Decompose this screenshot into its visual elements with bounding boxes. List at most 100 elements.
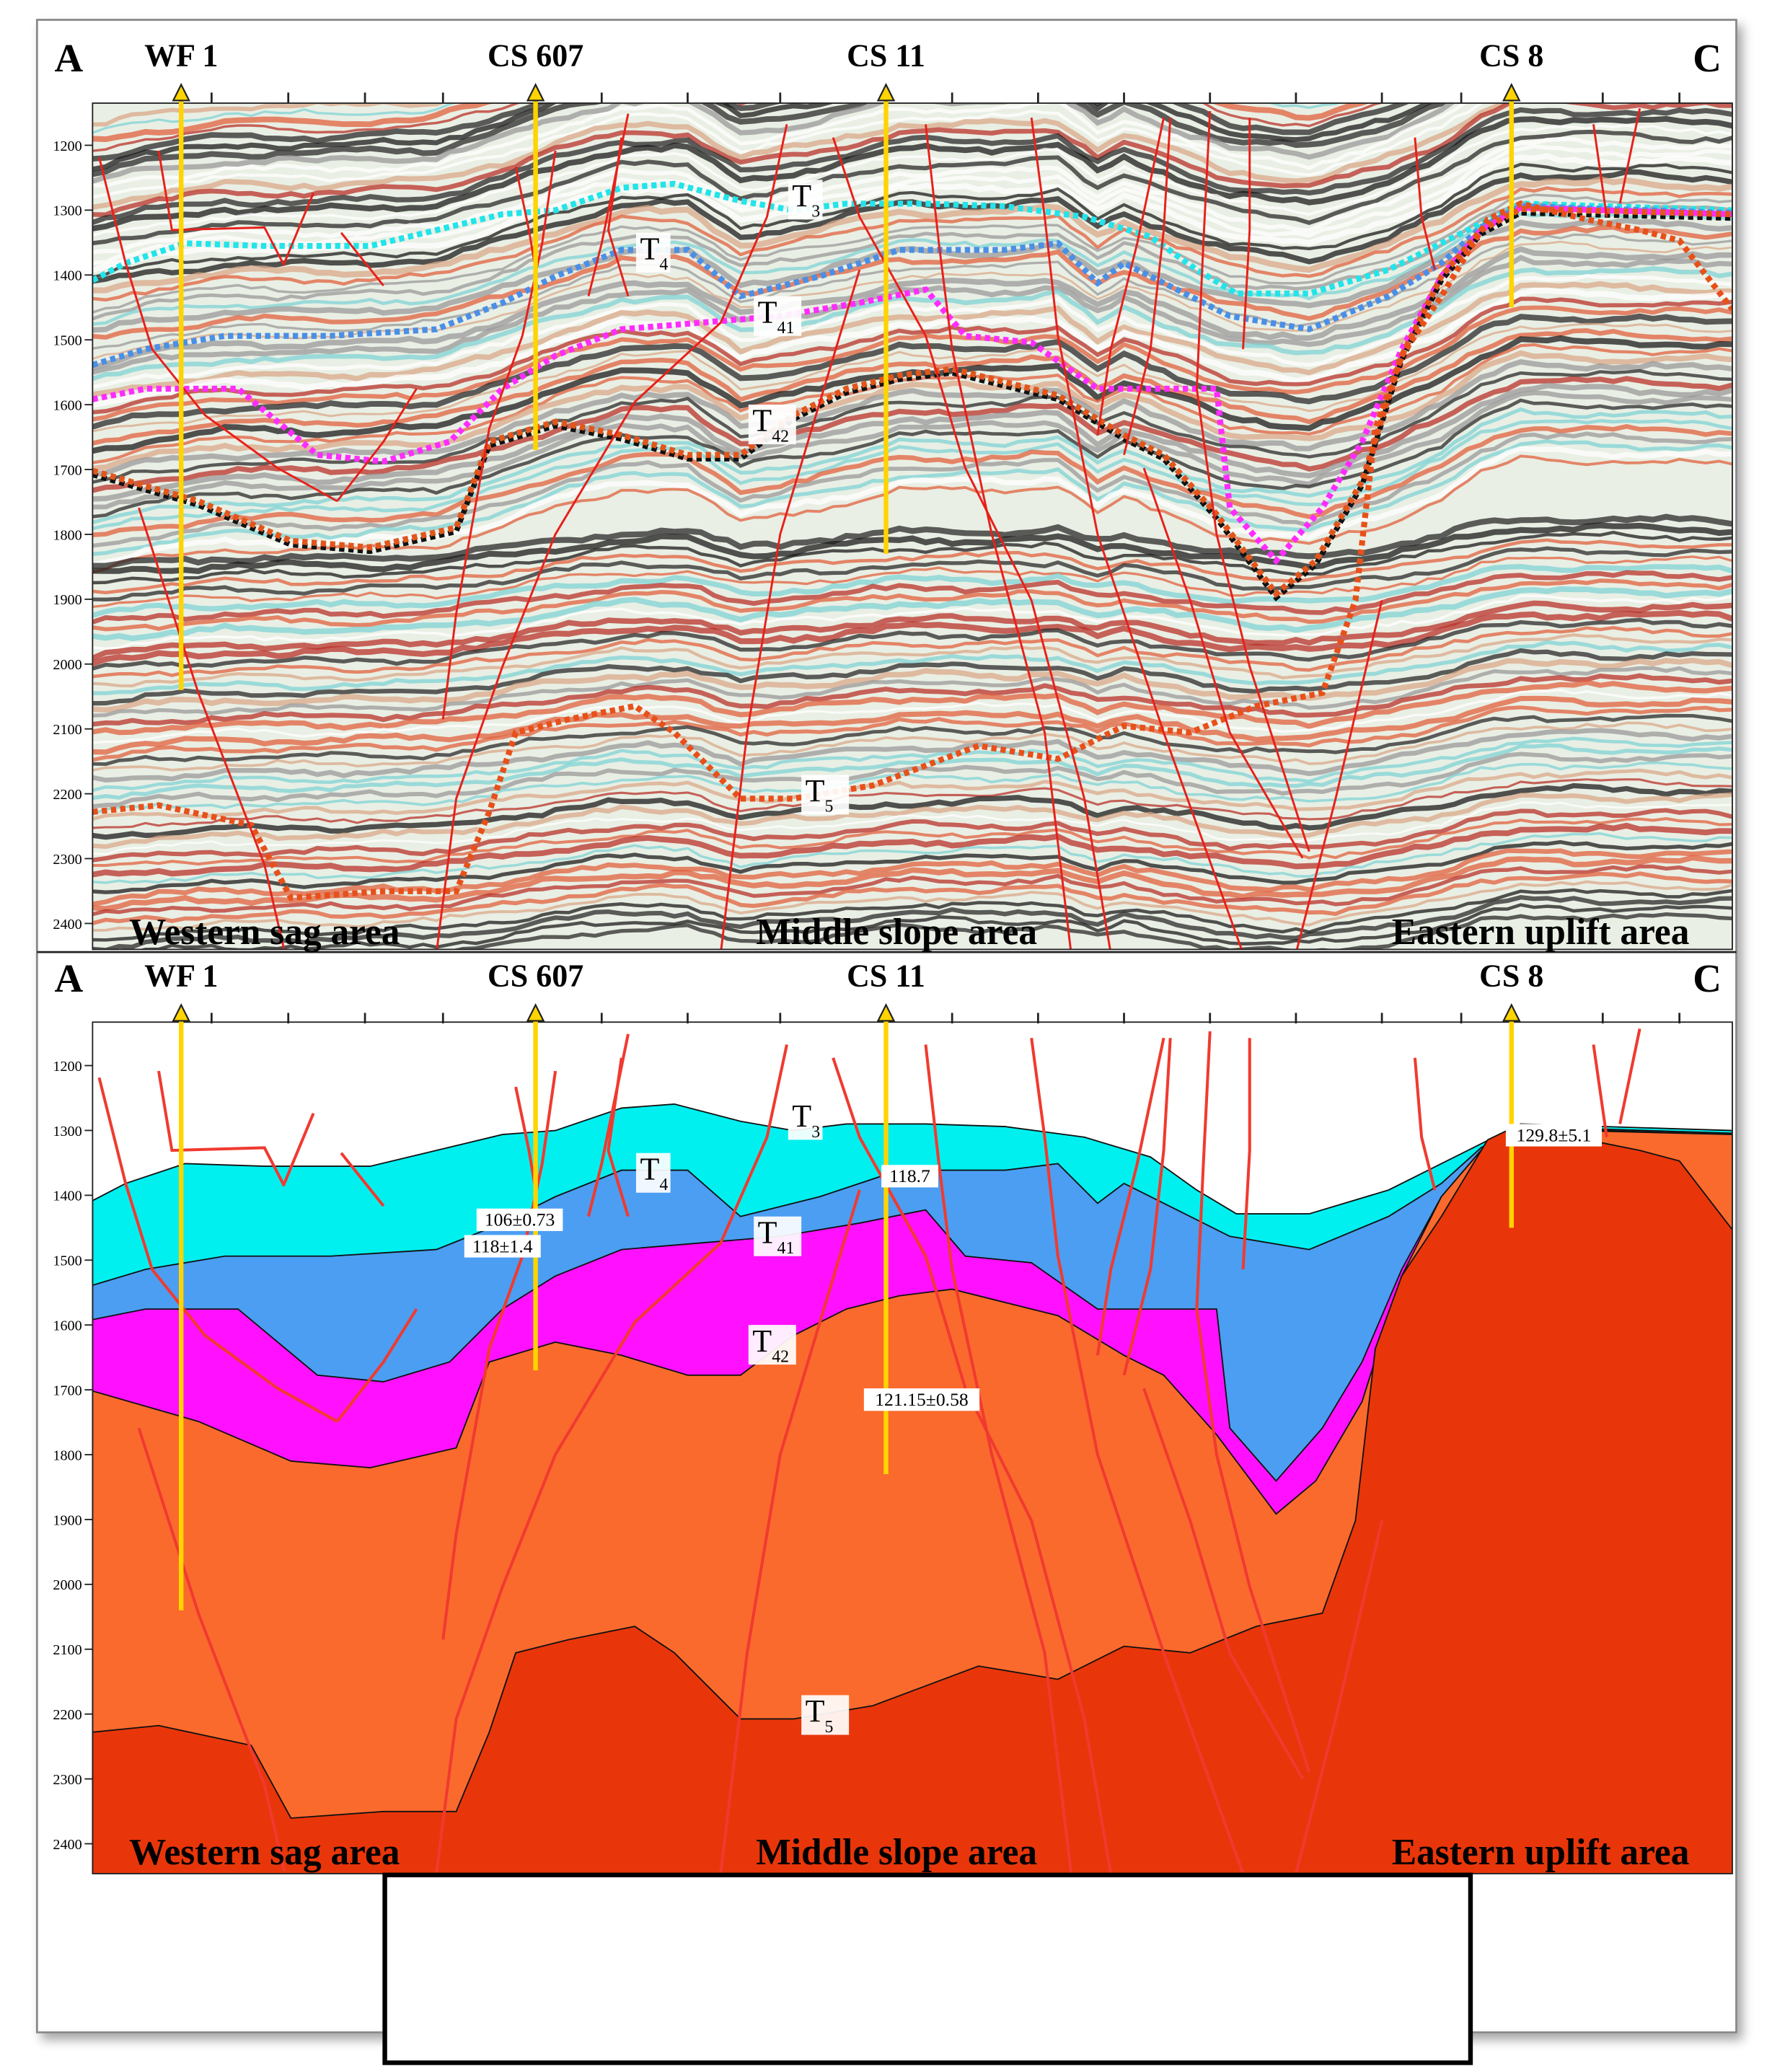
seismic-reflector xyxy=(92,546,1732,601)
seismic-reflector xyxy=(92,162,1732,279)
seismic-reflector xyxy=(92,266,1732,382)
age-label-box xyxy=(476,1208,563,1231)
fault xyxy=(1123,118,1172,456)
horizon-label-box xyxy=(754,296,802,336)
horizon-main: T xyxy=(640,231,659,266)
seismic-reflector xyxy=(92,666,1732,718)
depth-tick-label: 1800 xyxy=(53,527,81,543)
age-label: 118±1.4 xyxy=(472,1235,533,1256)
seismic-reflector xyxy=(92,240,1732,360)
horizon-shadow xyxy=(92,210,1732,602)
fault xyxy=(1030,1037,1245,1874)
seismic-reflector xyxy=(92,103,1434,172)
horizon-main: T xyxy=(792,178,811,213)
well-marker xyxy=(876,82,896,102)
seismic-panel xyxy=(92,103,1732,950)
seismic-reflector xyxy=(92,438,1732,556)
fault xyxy=(720,269,861,950)
seismic-reflector xyxy=(92,570,1732,625)
seismic-reflector xyxy=(92,103,446,127)
fault xyxy=(1618,1028,1641,1124)
fault xyxy=(97,1077,338,1423)
seismic-reflector xyxy=(92,695,1732,755)
depth-tick-label: 1200 xyxy=(53,1059,81,1075)
seismic-reflector xyxy=(92,313,1732,430)
horizon-label: T5 xyxy=(806,773,834,816)
seismic-reflector xyxy=(92,864,1732,917)
horizon-sub: 4 xyxy=(659,255,668,274)
seismic-reflector xyxy=(92,768,1732,821)
seismic-reflector xyxy=(92,817,1732,868)
age-label-box xyxy=(863,1388,980,1411)
horizon-label: T42 xyxy=(752,403,789,446)
depth-tick-label: 1500 xyxy=(53,1253,81,1269)
age-label: 121.15±0.58 xyxy=(875,1389,969,1410)
seismic-reflector xyxy=(92,778,1732,829)
depth-tick-label: 2100 xyxy=(53,722,81,738)
fault xyxy=(925,124,1072,950)
seismic-reflector xyxy=(451,912,1732,950)
area-label: Middle slope area xyxy=(756,912,1037,953)
depth-tick-label: 1600 xyxy=(53,1318,81,1334)
horizon-label-box xyxy=(748,1325,796,1365)
area-label: Western sag area xyxy=(129,912,400,953)
depth-tick-label: 2400 xyxy=(53,1837,81,1853)
horizon-sub: 3 xyxy=(811,1123,820,1142)
horizon-label-box xyxy=(635,1152,671,1193)
seismic-reflector xyxy=(92,281,1732,397)
seismic-reflector xyxy=(92,871,1732,925)
fault xyxy=(1592,1044,1608,1138)
depth-tick-label: 1600 xyxy=(53,397,81,413)
seismic-reflector xyxy=(92,555,1732,609)
fault xyxy=(441,150,557,720)
seismic-reflector xyxy=(92,305,1732,422)
seismic-reflector xyxy=(92,705,1732,762)
well-name: CS 8 xyxy=(1479,958,1543,994)
seismic-reflector xyxy=(92,782,1732,840)
seismic-reflector xyxy=(92,626,1732,679)
seismic-reflector xyxy=(92,648,1732,706)
age-label-box xyxy=(1505,1124,1603,1147)
horizon-label-box xyxy=(788,180,823,220)
horizon-line xyxy=(92,204,1732,565)
well-marker xyxy=(172,82,190,102)
area-label: Middle slope area xyxy=(756,1832,1037,1873)
horizon-sub: 4 xyxy=(659,1176,668,1194)
corner-label: A xyxy=(54,36,83,80)
fault xyxy=(98,156,338,503)
fault xyxy=(1618,108,1641,204)
seismic-reflector xyxy=(92,839,1732,894)
area-label: Eastern uplift area xyxy=(1392,912,1690,953)
seismic-reflector xyxy=(92,888,1732,942)
seismic-reflector xyxy=(92,808,1732,863)
fault xyxy=(1295,600,1383,950)
age-label-box xyxy=(881,1165,938,1188)
seismic-reflector xyxy=(92,640,1732,696)
seismic-reflector xyxy=(92,103,1341,134)
age-label: 118.7 xyxy=(889,1165,930,1186)
fault xyxy=(832,137,1111,950)
horizon-line xyxy=(92,180,1732,297)
well-name: CS 11 xyxy=(847,958,925,994)
horizon-sub: 5 xyxy=(825,1718,834,1737)
depth-tick-label: 2000 xyxy=(53,1577,81,1593)
depth-tick-label: 1900 xyxy=(53,592,81,608)
seismic-reflector xyxy=(92,328,1732,446)
seismic-reflector xyxy=(92,530,1732,585)
age-label: 106±0.73 xyxy=(485,1209,555,1230)
seismic-reflector xyxy=(92,633,1732,688)
seismic-reflector xyxy=(92,538,1732,595)
seismic-reflector xyxy=(92,713,1732,767)
seismic-reflector xyxy=(92,594,1732,651)
seismic-reflector xyxy=(92,103,1370,143)
well-name: CS 607 xyxy=(488,958,583,994)
seismic-reflector xyxy=(92,832,1732,884)
seismic-reflector xyxy=(92,136,1732,255)
seismic-reflector xyxy=(92,679,1732,736)
fault xyxy=(283,193,314,264)
horizon-main: T xyxy=(806,1693,825,1729)
depth-tick-label: 1300 xyxy=(53,1124,81,1139)
horizon-main: T xyxy=(792,1098,811,1134)
seismic-reflector xyxy=(92,103,1385,152)
age-label: 129.8±5.1 xyxy=(1517,1124,1592,1145)
